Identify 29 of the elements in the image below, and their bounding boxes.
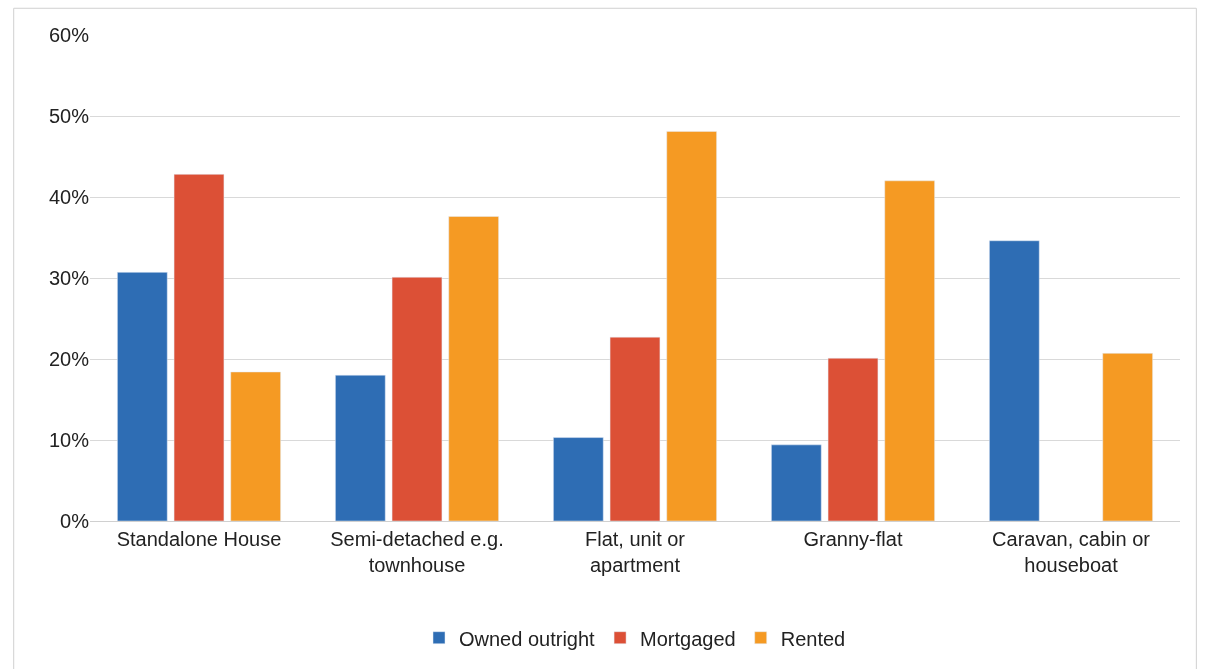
y-tick-label: 0% bbox=[60, 510, 90, 532]
bar bbox=[884, 180, 935, 521]
legend-label: Mortgaged bbox=[640, 627, 736, 650]
legend-label: Rented bbox=[780, 627, 846, 650]
bar bbox=[117, 272, 168, 521]
bar bbox=[391, 276, 443, 521]
x-tick-label: Semi-detached e.g. townhouse bbox=[330, 528, 504, 576]
y-tick-label: 60% bbox=[48, 24, 90, 46]
bar bbox=[609, 336, 661, 521]
x-tick-label: Granny-flat bbox=[803, 528, 903, 550]
bar bbox=[173, 174, 225, 521]
y-tick-label: 20% bbox=[48, 348, 90, 370]
bar bbox=[771, 444, 822, 521]
x-tick-label: Standalone House bbox=[116, 528, 282, 550]
bar bbox=[827, 357, 879, 521]
y-tick-label: 30% bbox=[48, 267, 90, 289]
bar bbox=[1102, 353, 1153, 521]
x-tick-label: Flat, unit or apartment bbox=[584, 528, 686, 576]
bar bbox=[335, 374, 386, 521]
x-tick-label: Caravan, cabin or houseboat bbox=[992, 528, 1151, 576]
legend-label: Owned outright bbox=[459, 627, 596, 650]
y-tick-label: 40% bbox=[48, 186, 90, 208]
bar bbox=[553, 437, 604, 521]
y-tick-label: 10% bbox=[48, 429, 90, 451]
bar bbox=[989, 240, 1040, 521]
bar bbox=[666, 131, 717, 521]
bar bbox=[448, 216, 499, 521]
y-tick-label: 50% bbox=[48, 105, 90, 127]
bar bbox=[230, 371, 281, 521]
